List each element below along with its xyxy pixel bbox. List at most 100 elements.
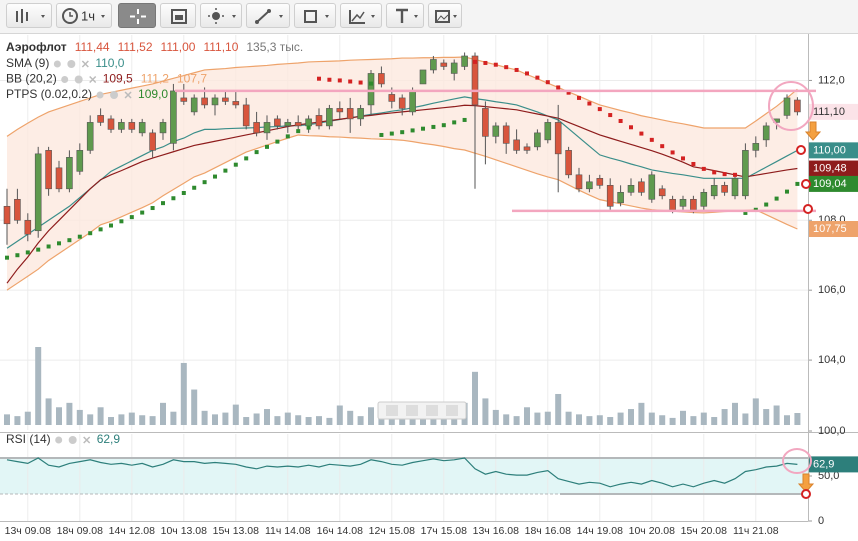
candle-body	[523, 146, 531, 151]
candle-body	[638, 181, 645, 193]
candle-body	[86, 122, 94, 151]
scroll-button[interactable]	[446, 405, 458, 416]
annotation-marker	[803, 204, 813, 214]
scroll-button[interactable]	[426, 405, 438, 416]
volume-bar	[732, 402, 738, 425]
volume-bar	[492, 409, 499, 425]
candle-body	[388, 94, 396, 102]
volume-bar	[160, 402, 166, 425]
visibility-icon[interactable]	[53, 60, 61, 68]
ptps-dot	[119, 219, 124, 224]
volume-bar	[295, 415, 302, 425]
ptps-dot	[441, 123, 446, 128]
remove-icon[interactable]	[124, 91, 132, 99]
ptps-dot	[140, 210, 145, 215]
annotation-circle	[768, 81, 814, 131]
candle-body	[326, 108, 333, 127]
candle-body	[284, 122, 292, 127]
candle-body	[492, 125, 500, 137]
ptps-dot	[556, 85, 561, 90]
candle-body	[118, 122, 125, 130]
candle-body	[731, 178, 739, 197]
settings-icon[interactable]	[74, 75, 83, 84]
visibility-icon[interactable]	[55, 436, 63, 444]
scroll-button[interactable]	[406, 405, 418, 416]
scroll-box	[377, 401, 467, 420]
volume-bar	[399, 417, 406, 425]
volume-bar	[794, 413, 801, 425]
ptps-dot	[98, 227, 103, 232]
scroll-control	[377, 401, 467, 420]
visibility-icon[interactable]	[96, 91, 104, 99]
ptps-dot	[265, 144, 269, 149]
volume-bar	[336, 405, 343, 425]
volume-bar	[524, 407, 530, 425]
annotation-marker	[801, 489, 811, 499]
ptps-dot	[379, 132, 384, 137]
volume-bar	[264, 409, 270, 425]
indicator-legend-value: 109,0	[138, 87, 168, 101]
legend-value: 111,10	[203, 40, 238, 54]
ptps-dot	[410, 128, 415, 133]
ptps-dot	[161, 201, 165, 206]
interval-label: 1ч	[81, 8, 95, 23]
ptps-dot	[722, 172, 727, 177]
remove-icon[interactable]	[83, 436, 91, 444]
interval-button[interactable]: 1ч	[56, 3, 112, 28]
text-tool-button[interactable]	[386, 3, 424, 28]
indicator-button[interactable]	[160, 3, 196, 28]
volume-bar	[222, 412, 229, 425]
line-tool-button[interactable]	[246, 3, 290, 28]
volume-bar	[628, 409, 634, 425]
settings-icon[interactable]	[67, 60, 76, 68]
candle-body	[24, 219, 32, 235]
candle-body	[471, 55, 479, 106]
candle-body	[554, 122, 562, 155]
ptps-dot	[639, 131, 644, 136]
candle-body	[190, 97, 198, 113]
x-tick-label: 10ч 13.08	[161, 525, 208, 537]
candle-body	[700, 192, 708, 207]
volume-bar	[472, 371, 478, 425]
volume-bar	[451, 416, 458, 425]
ptps-dot	[275, 139, 280, 144]
scroll-button[interactable]	[386, 405, 398, 416]
ptps-dot	[618, 118, 623, 123]
ptps-dot	[285, 134, 290, 139]
events-button[interactable]	[200, 3, 242, 28]
volume-bar	[711, 417, 718, 425]
shape-tool-button[interactable]	[294, 3, 336, 28]
remove-icon[interactable]	[89, 75, 97, 84]
image-tool-button[interactable]	[428, 3, 462, 28]
volume-bar	[544, 411, 551, 425]
fib-tool-button[interactable]	[340, 3, 382, 28]
legend-value: 111,00	[161, 40, 196, 54]
candle-body	[274, 118, 281, 127]
ptps-dot	[691, 161, 696, 166]
ptps-dot	[5, 255, 9, 260]
indicator-legend-name: SMA (9)	[6, 56, 49, 70]
settings-icon[interactable]	[68, 436, 77, 444]
volume-bar	[555, 393, 562, 425]
candle-body	[596, 178, 604, 186]
x-tick-label: 12ч 15.08	[369, 525, 416, 537]
ptps-dot	[306, 125, 311, 130]
volume-bar	[565, 411, 572, 425]
settings-icon[interactable]	[110, 91, 119, 99]
volume-bar	[773, 405, 780, 425]
visibility-icon[interactable]	[61, 76, 69, 83]
candle-body	[544, 122, 552, 141]
ptps-dot	[660, 144, 665, 149]
chart-type-button[interactable]	[6, 3, 52, 28]
volume-bar	[118, 414, 125, 425]
ptps-dot	[244, 156, 249, 161]
crosshair-button[interactable]	[118, 3, 156, 28]
ptps-dot	[129, 215, 134, 220]
volume-bar	[680, 410, 686, 425]
ptps-dot	[535, 75, 540, 80]
remove-icon[interactable]	[81, 60, 89, 68]
candle-body	[534, 132, 541, 148]
legend-value: 111,44	[75, 40, 110, 54]
volume-bar	[607, 417, 614, 425]
volume-bar	[482, 398, 489, 425]
